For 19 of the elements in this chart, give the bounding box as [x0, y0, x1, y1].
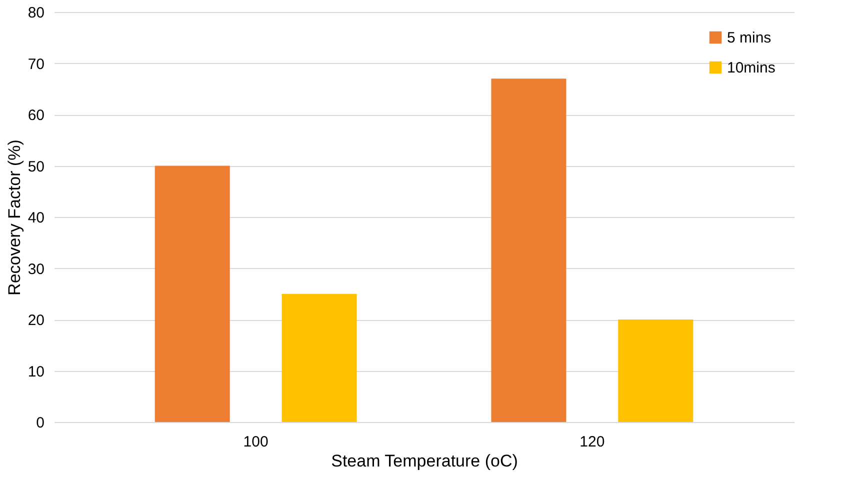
x-tick-label: 100: [243, 434, 268, 450]
y-tick-label: 70: [28, 56, 44, 73]
y-tick-label: 20: [28, 312, 44, 329]
bar: [491, 78, 566, 422]
y-tick-label: 80: [28, 4, 44, 22]
y-axis-title: Recovery Factor (%): [4, 140, 24, 296]
bar: [154, 166, 230, 422]
legend-label: 10mins: [727, 60, 776, 76]
y-tick-label: 50: [28, 158, 44, 176]
y-tick-label: 30: [28, 260, 44, 278]
y-tick-label: 0: [36, 414, 44, 432]
bar: [618, 320, 694, 422]
y-tick-label: 10: [28, 363, 44, 380]
x-tick-label: 120: [580, 434, 605, 450]
x-axis-title: Steam Temperature (oC): [331, 452, 518, 470]
y-tick-label: 60: [28, 107, 44, 124]
legend-label: 5 mins: [727, 30, 772, 46]
bar: [282, 294, 357, 422]
y-tick-label: 40: [28, 210, 44, 226]
